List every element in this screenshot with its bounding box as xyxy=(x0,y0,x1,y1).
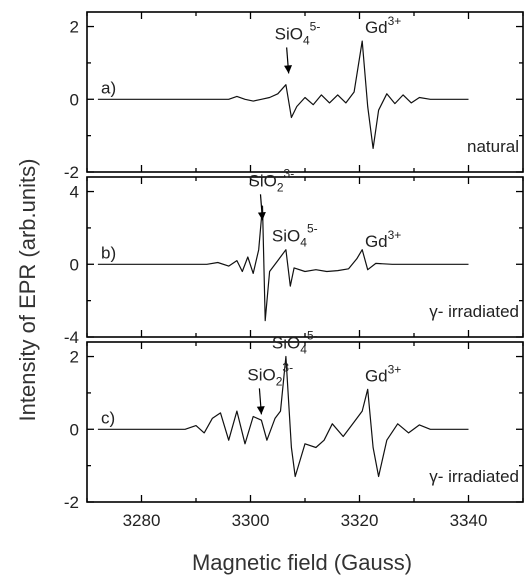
y-tick-label: 0 xyxy=(70,420,79,439)
x-tick-label: 3300 xyxy=(232,511,270,530)
panel-0: -2 0 2 a) natural SiO45- Gd3+ xyxy=(64,11,524,182)
y-tick-label: -4 xyxy=(64,328,79,347)
annotation-gd: Gd3+ xyxy=(365,228,401,251)
y-tick-label: 2 xyxy=(70,348,79,367)
panel-condition: γ- irradiated xyxy=(429,467,519,486)
x-tick-label: 3320 xyxy=(341,511,379,530)
y-tick-label: 2 xyxy=(70,18,79,37)
epr-spectrum-line-2-0 xyxy=(97,355,469,478)
annotation-sio: SiO23- xyxy=(248,166,294,194)
panel-label: a) xyxy=(101,78,116,97)
panel-1: -4 0 4 b) γ- irradiated SiO23- SiO45- Gd3+ xyxy=(64,166,524,347)
y-tick-label: 4 xyxy=(70,183,79,202)
x-tick-label: 3280 xyxy=(123,511,161,530)
annotation-arrow-head xyxy=(284,65,293,74)
annotation-arrow-head xyxy=(256,406,265,415)
panel-condition: γ- irradiated xyxy=(429,302,519,321)
panel-condition: natural xyxy=(467,137,519,156)
annotation-sio: SiO45- xyxy=(272,222,318,250)
y-tick-label: -2 xyxy=(64,493,79,512)
x-axis-title: Magnetic field (Gauss) xyxy=(192,550,412,575)
y-tick-label: 0 xyxy=(70,255,79,274)
y-axis-title: Intensity of EPR (arb.units) xyxy=(15,159,40,422)
y-tick-label: -2 xyxy=(64,163,79,182)
panel-label: b) xyxy=(101,243,116,262)
annotation-sio: SiO45- xyxy=(275,19,321,47)
annotation-arrow-head xyxy=(257,211,266,221)
annotation-sio: SiO23- xyxy=(247,360,293,388)
panel-label: c) xyxy=(101,408,115,427)
epr-spectrum-line-1-0 xyxy=(97,205,469,322)
panel-2: -2 0 2 c) γ- irradiated SiO23- SiO45- Gd3+ xyxy=(64,329,524,512)
annotation-sio: SiO45- xyxy=(272,329,318,357)
annotation-gd: Gd3+ xyxy=(365,14,401,37)
y-tick-label: 0 xyxy=(70,90,79,109)
x-tick-label: 3340 xyxy=(450,511,488,530)
annotation-gd: Gd3+ xyxy=(365,362,401,385)
panels-layer: -2 0 2 a) natural SiO45- Gd3+ -4 0 4 b) γ- irradiat… xyxy=(64,11,524,530)
epr-spectrum-line-0-0 xyxy=(97,40,469,149)
